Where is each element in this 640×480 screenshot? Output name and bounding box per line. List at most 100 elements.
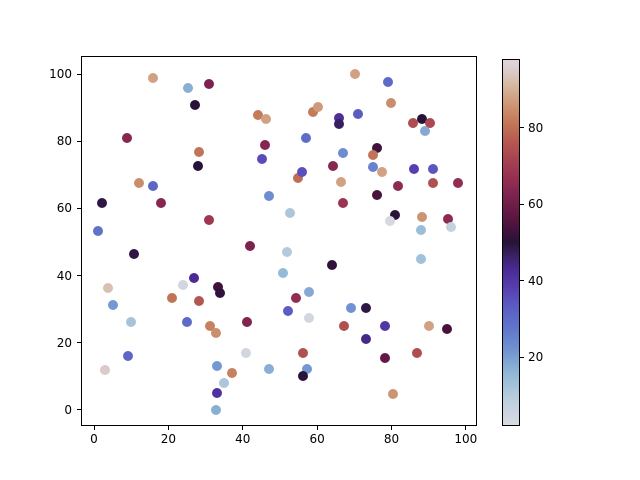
- scatter-point: [427, 164, 438, 175]
- y-tick-mark: [77, 275, 81, 277]
- scatter-point: [210, 404, 221, 415]
- x-tick-mark: [316, 426, 318, 430]
- scatter-point: [379, 352, 390, 363]
- scatter-point: [241, 347, 252, 358]
- scatter-point: [334, 113, 345, 124]
- scatter-point: [441, 323, 452, 334]
- scatter-point: [312, 102, 323, 113]
- scatter-point: [148, 180, 159, 191]
- scatter-point: [303, 312, 314, 323]
- scatter-point: [360, 334, 371, 345]
- scatter-point: [148, 73, 159, 84]
- scatter-point: [281, 247, 292, 258]
- x-tick-mark: [465, 426, 467, 430]
- scatter-point: [134, 177, 144, 188]
- y-tick-mark: [77, 73, 81, 75]
- scatter-point: [177, 279, 188, 290]
- scatter-point: [241, 316, 252, 327]
- scatter-point: [382, 77, 393, 88]
- scatter-point: [290, 293, 301, 304]
- scatter-point: [189, 272, 200, 283]
- scatter-point: [326, 259, 337, 270]
- x-tick-label: 40: [235, 432, 251, 446]
- colorbar: [502, 59, 520, 426]
- scatter-point: [252, 110, 263, 121]
- colorbar-tick-mark: [520, 356, 524, 358]
- scatter-point: [190, 100, 201, 111]
- scatter-point: [424, 320, 435, 331]
- scatter-point: [408, 118, 419, 129]
- scatter-point: [416, 212, 427, 223]
- y-tick-label: 20: [56, 335, 72, 350]
- colorbar-tick-mark: [520, 280, 524, 282]
- scatter-point: [226, 367, 237, 378]
- scatter-point: [335, 176, 346, 187]
- scatter-point: [93, 225, 104, 236]
- scatter-point: [103, 283, 114, 293]
- scatter-point: [205, 320, 216, 331]
- scatter-point: [415, 254, 426, 265]
- scatter-point: [415, 224, 426, 235]
- scatter-point: [442, 214, 453, 225]
- scatter-point: [424, 118, 435, 129]
- scatter-point: [338, 320, 349, 331]
- scatter-point: [303, 287, 314, 298]
- scatter-point: [416, 114, 427, 125]
- scatter-point: [122, 132, 133, 143]
- scatter-point: [292, 173, 303, 184]
- scatter-point: [350, 69, 361, 80]
- scatter-point: [334, 119, 345, 130]
- scatter-point: [277, 267, 288, 278]
- colorbar-tick-mark: [520, 127, 524, 129]
- scatter-point: [129, 249, 140, 260]
- scatter-point: [155, 198, 166, 209]
- y-tick-label: 0: [64, 402, 72, 417]
- x-tick-label: 20: [160, 432, 177, 446]
- scatter-point: [300, 132, 311, 143]
- scatter-point: [122, 350, 133, 361]
- scatter-point: [193, 161, 204, 172]
- scatter-point: [427, 177, 438, 188]
- colorbar-tick-label: 20: [528, 350, 544, 365]
- scatter-point: [296, 167, 307, 178]
- scatter-point: [297, 370, 308, 381]
- x-tick-mark: [167, 426, 169, 430]
- scatter-point: [367, 162, 378, 173]
- colorbar-tick-label: 40: [528, 273, 544, 288]
- scatter-point: [452, 177, 463, 188]
- scatter-point: [210, 327, 221, 338]
- y-tick-mark: [77, 409, 81, 411]
- colorbar-tick-label: 60: [528, 197, 544, 212]
- y-tick-label: 80: [56, 134, 72, 149]
- scatter-point: [181, 316, 192, 327]
- scatter-point: [107, 299, 118, 310]
- scatter-point: [371, 190, 382, 200]
- scatter-point: [183, 83, 194, 94]
- y-tick-label: 100: [49, 67, 72, 82]
- y-tick-mark: [77, 342, 81, 344]
- x-tick-label: 100: [454, 432, 478, 446]
- scatter-point: [302, 363, 313, 374]
- scatter-point: [244, 241, 255, 252]
- y-tick-mark: [77, 140, 81, 142]
- y-tick-mark: [77, 207, 81, 209]
- scatter-point: [218, 378, 229, 389]
- scatter-point: [284, 208, 295, 219]
- scatter-point: [97, 198, 108, 209]
- scatter-point: [125, 316, 136, 327]
- scatter-point: [203, 215, 214, 226]
- colorbar-tick-mark: [520, 203, 524, 205]
- scatter-point: [193, 147, 204, 158]
- scatter-point: [297, 347, 308, 358]
- scatter-point: [167, 293, 178, 304]
- colorbar-tick-label: 80: [528, 120, 544, 135]
- scatter-point: [411, 347, 422, 358]
- x-tick-mark: [242, 426, 244, 430]
- scatter-point: [445, 221, 456, 232]
- y-tick-label: 40: [56, 268, 72, 283]
- scatter-point: [389, 210, 400, 221]
- scatter-point: [263, 363, 274, 374]
- scatter-point: [203, 79, 214, 90]
- scatter-point: [283, 305, 294, 316]
- scatter-point: [337, 198, 348, 209]
